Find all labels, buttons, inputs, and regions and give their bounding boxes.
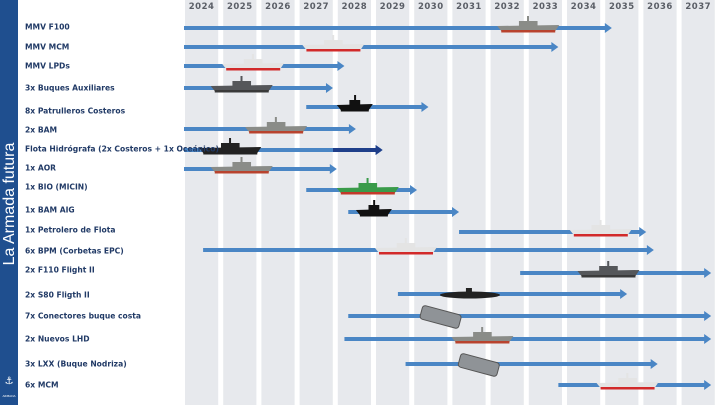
row-label: 6x MCM (25, 380, 59, 390)
year-column (490, 0, 524, 405)
ship-icon (569, 220, 632, 237)
row-label: 2x S80 Fligth II (25, 290, 90, 300)
slide-title: La Armada futura (1, 142, 18, 266)
timeline-bar (348, 311, 712, 321)
year-column (337, 0, 371, 405)
armada-logo-icon: ⚓ (4, 376, 14, 387)
timeline-bar (405, 359, 658, 369)
timeline-bar (348, 207, 460, 217)
row-label: MMV F100 (25, 22, 70, 32)
row-label: MMV LPDs (25, 61, 70, 71)
year-tick-label: 2028 (342, 2, 368, 12)
row-label: 7x Conectores buque costa (25, 311, 142, 321)
year-column (605, 0, 639, 405)
timeline-bar (184, 145, 383, 155)
row-label: 8x Patrulleros Costeros (25, 106, 126, 116)
timeline-bar (397, 289, 628, 299)
year-tick-label: 2034 (571, 2, 597, 12)
year-column (528, 0, 562, 405)
ship-icon (336, 178, 399, 195)
ship-icon (302, 35, 365, 52)
row-label: 6x BPM (Corbetas EPC) (25, 246, 124, 256)
row-label: 3x LXX (Buque Nodriza) (25, 359, 127, 369)
year-tick-label: 2036 (647, 2, 673, 12)
year-tick-label: 2031 (456, 2, 482, 12)
ship-icon (245, 117, 308, 134)
row-label: Flota Hidrógrafa (2x Costeros + 1x Oceán… (25, 144, 219, 154)
ship-icon (222, 54, 285, 71)
title-strip: La Armada futura ⚓ ARMADA (0, 0, 18, 405)
year-column (567, 0, 601, 405)
row-label: 2x BAM (25, 125, 58, 135)
timeline-bar (184, 42, 559, 52)
logo-text: ARMADA (2, 394, 16, 398)
year-tick-label: 2030 (418, 2, 444, 12)
year-tick-label: 2035 (609, 2, 635, 12)
year-tick-label: 2026 (265, 2, 291, 12)
ship-icon (439, 288, 500, 299)
timeline-bar (184, 23, 612, 33)
ship-icon (419, 305, 462, 329)
ship-icon (451, 327, 514, 344)
row-label: 3x Buques Auxiliares (25, 83, 115, 93)
year-column (452, 0, 486, 405)
timeline-bar (459, 227, 647, 237)
year-tick-label: 2037 (685, 2, 711, 12)
ship-icon (577, 261, 640, 278)
row-label: 2x Nuevos LHD (25, 334, 90, 344)
row-label: 1x BAM AIG (25, 205, 75, 215)
year-column (376, 0, 410, 405)
ship-icon (210, 76, 273, 93)
row-label: 1x BIO (MICIN) (25, 182, 88, 192)
row-label: MMV MCM (25, 42, 70, 52)
ship-icon (355, 200, 392, 217)
year-tick-label: 2024 (189, 2, 215, 12)
ship-icon (497, 16, 560, 33)
ship-icon (457, 353, 500, 377)
year-tick-label: 2033 (533, 2, 559, 12)
year-column (299, 0, 333, 405)
year-column (643, 0, 677, 405)
row-label: 1x Petrolero de Flota (25, 225, 116, 235)
year-column (185, 0, 219, 405)
year-tick-label: 2032 (494, 2, 520, 12)
year-column (261, 0, 295, 405)
ship-icon (210, 157, 273, 174)
year-column (414, 0, 448, 405)
timeline-bar (344, 334, 712, 344)
year-tick-label: 2027 (303, 2, 329, 12)
ship-icon (336, 95, 373, 112)
row-label: 1x AOR (25, 163, 57, 173)
year-tick-label: 2029 (380, 2, 406, 12)
ship-icon (199, 138, 262, 155)
row-label: 2x F110 Flight II (25, 265, 95, 275)
year-tick-label: 2025 (227, 2, 253, 12)
year-column (681, 0, 715, 405)
ship-icon (596, 373, 659, 390)
ship-icon (375, 238, 437, 255)
